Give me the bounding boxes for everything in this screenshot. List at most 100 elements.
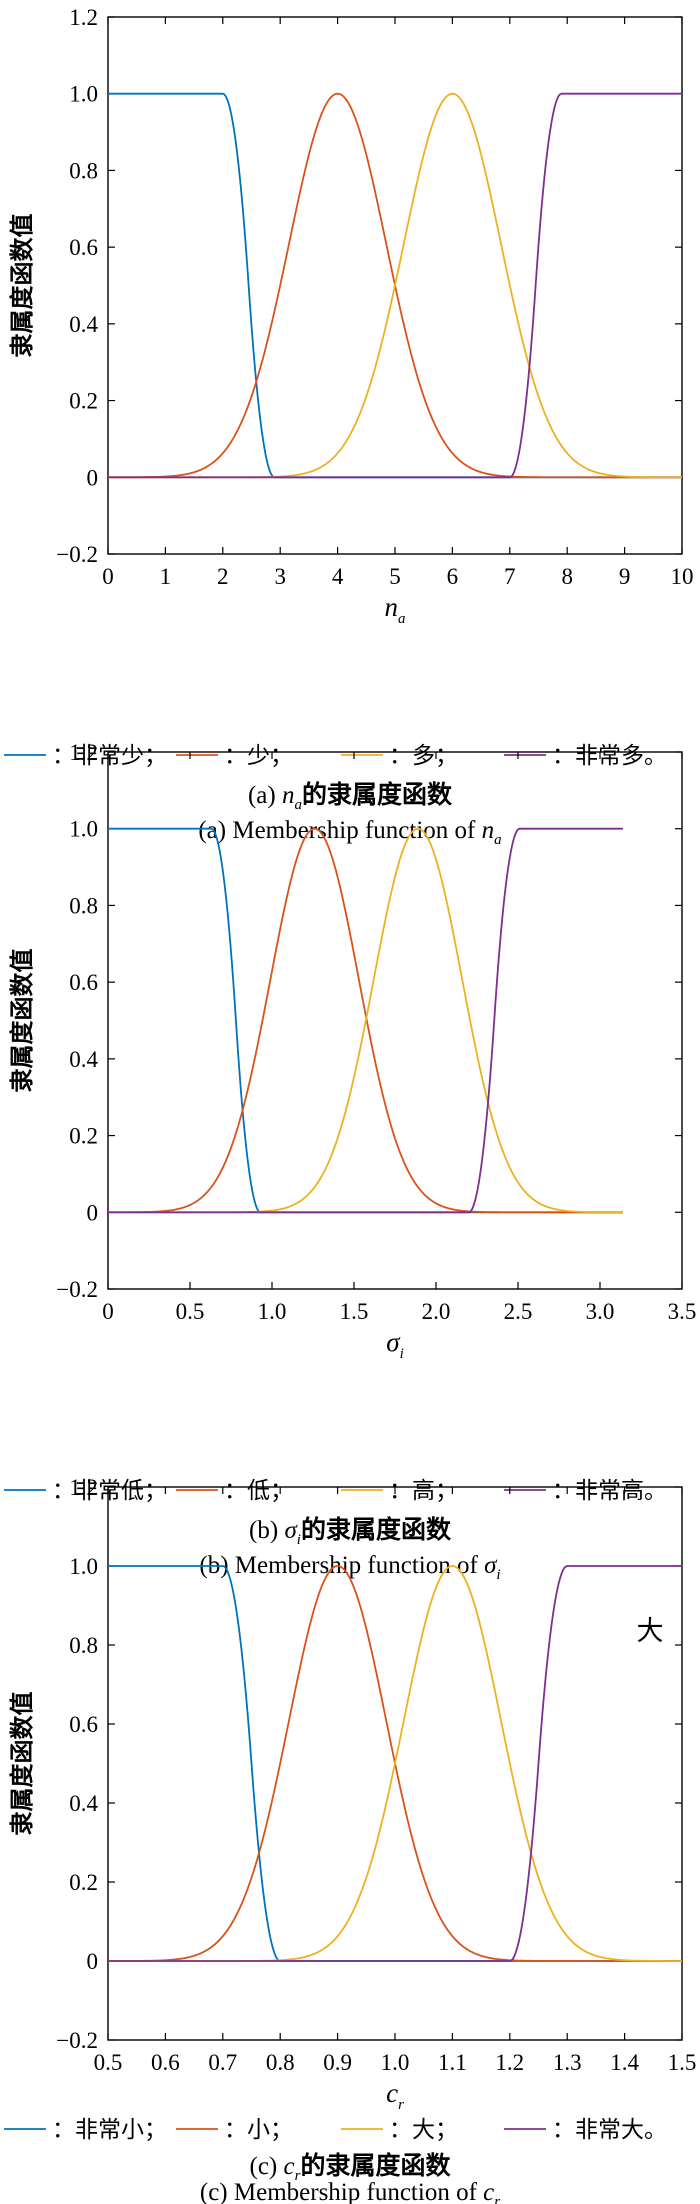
x-tick-label: 3.5: [668, 1299, 697, 1324]
y-tick-label: 0.4: [69, 1047, 98, 1072]
caption-zh-sub: i: [297, 1532, 301, 1548]
y-tick-label: 0: [87, 1949, 99, 1974]
y-tick-label: 1.2: [69, 1475, 98, 1500]
caption-zh-var: n: [282, 782, 295, 809]
x-tick-label: 1.1: [438, 2050, 467, 2075]
y-tick-label: 0.2: [69, 389, 98, 414]
x-tick-label: 1.0: [381, 2050, 410, 2075]
legend-label-4: ：非常多。: [552, 743, 667, 769]
legend: ：非常少； ：少； ：多； ：非常多。: [4, 743, 667, 769]
x-tick-label: 3: [274, 564, 286, 589]
caption-zh-sub: r: [295, 2168, 301, 2184]
legend-label-4: ：非常高。: [552, 1478, 667, 1504]
caption-en: (c) Membership function of cr: [200, 2179, 500, 2204]
y-axis-label: 隶属度函数值: [8, 949, 36, 1093]
caption-en-var: n: [482, 817, 495, 844]
series-line-4: [108, 1565, 682, 1962]
caption-zh-suffix: 的隶属度函数: [300, 2151, 451, 2180]
caption-en-sub: r: [494, 2194, 500, 2204]
y-tick-label: 0.6: [69, 970, 98, 995]
x-axis-label-var: n: [385, 592, 399, 622]
y-tick-label: 0: [87, 465, 99, 490]
legend-label-3: ：大；: [389, 2117, 458, 2143]
y-tick-label: 1.0: [69, 817, 98, 842]
caption-zh: (a) na的隶属度函数: [248, 780, 453, 813]
y-tick-label: 1.0: [69, 1554, 98, 1579]
y-tick-label: 0.6: [69, 235, 98, 260]
caption-en-prefix: (a) Membership function of: [198, 817, 481, 844]
caption-en-var: σ: [484, 1552, 498, 1579]
caption-en: (a) Membership function of na: [198, 817, 501, 848]
series-line-3: [108, 1565, 682, 1962]
x-axis-label: na: [385, 592, 406, 627]
y-tick-label: 0.4: [69, 312, 98, 337]
series-lines: [108, 92, 682, 479]
caption-en: (b) Membership function of σi: [199, 1552, 500, 1583]
x-tick-label: 3.0: [586, 1299, 615, 1324]
y-tick-label: 0.8: [69, 158, 98, 183]
y-tick-label: −0.2: [56, 1277, 98, 1302]
x-tick-label: 0: [102, 564, 114, 589]
y-axis-label: 隶属度函数值: [8, 214, 36, 358]
caption-en-sub: a: [494, 832, 502, 848]
y-tick-label: 1.2: [69, 740, 98, 765]
x-tick-label: 1.5: [340, 1299, 369, 1324]
caption-zh-sub: a: [294, 797, 302, 813]
x-tick-label: 8: [561, 564, 573, 589]
x-tick-label: 1.2: [495, 2050, 524, 2075]
caption-zh-var: σ: [284, 1517, 298, 1544]
y-tick-label: −0.2: [56, 542, 98, 567]
y-tick-label: 0.2: [69, 1124, 98, 1149]
chart-panel-b: 1.21.00.80.60.40.20−0.20 0.5 1.0 1.5 2.0 2.5 3…: [4, 740, 696, 1583]
y-tick-label: 0.2: [69, 1870, 98, 1895]
x-tick-label: 5: [389, 564, 401, 589]
x-tick-label: 2: [217, 564, 229, 589]
legend-label-4: ：非常大。: [552, 2117, 667, 2143]
y-axis-label: 隶属度函数值: [8, 1692, 36, 1836]
x-axis-label-var: σ: [386, 1327, 401, 1357]
caption-zh-var: c: [284, 2153, 295, 2180]
caption-zh-prefix: (b): [249, 1517, 284, 1544]
chart-panel-c: 1.2 1.0 0.8 0.6 0.4 0.2 0 −0.20.5 0.6 0.7 0.8 0.9 1.…: [4, 1475, 696, 2204]
chart-annotation: 大: [637, 1616, 664, 1647]
x-tick-label: 2.5: [504, 1299, 533, 1324]
x-axis-label-sub: i: [400, 1346, 404, 1362]
y-tick-label: 0.4: [69, 1791, 98, 1816]
x-axis-label: σi: [386, 1327, 404, 1362]
x-tick-label: 6: [447, 564, 459, 589]
y-tick-label: 0.8: [69, 1633, 98, 1658]
caption-zh-prefix: (c): [250, 2153, 284, 2180]
legend-label-1: ：非常小；: [52, 2117, 167, 2143]
legend: ：非常低； ：低； ：高； ：非常高。: [4, 1478, 667, 1504]
caption-zh-suffix: 的隶属度函数: [302, 780, 453, 809]
x-axis-label-sub: r: [398, 2097, 404, 2113]
x-tick-label: 2.0: [422, 1299, 451, 1324]
y-tick-label: 0: [87, 1200, 99, 1225]
y-tick-label: 0.6: [69, 1712, 98, 1737]
x-tick-label: 0.6: [151, 2050, 180, 2075]
x-tick-label: 9: [619, 564, 631, 589]
caption-en-prefix: (c) Membership function of: [200, 2179, 483, 2204]
legend-label-1: ：非常少；: [52, 743, 167, 769]
x-tick-label: 0.5: [94, 2050, 123, 2075]
x-tick-label: 1: [160, 564, 172, 589]
series-line-3: [108, 827, 623, 1214]
x-tick-label: 7: [504, 564, 516, 589]
y-tick-label: 0.8: [69, 893, 98, 918]
caption-zh-suffix: 的隶属度函数: [301, 1515, 452, 1544]
chart-panel-a: 1.21.00.80.60.40.20−0.20 1 2 3 4 5 6 7 8 9 10隶属度函数…: [4, 5, 694, 848]
x-tick-label: 0.8: [266, 2050, 295, 2075]
caption-en-sub: i: [496, 1567, 500, 1583]
x-tick-label: 0.7: [208, 2050, 237, 2075]
legend-label-3: ：高；: [389, 1478, 458, 1504]
y-tick-label: 1.0: [69, 82, 98, 107]
y-tick-label: −0.2: [56, 2028, 98, 2053]
x-axis-label-sub: a: [398, 611, 406, 627]
x-tick-label: 0.9: [323, 2050, 352, 2075]
x-axis-label-var: c: [386, 2078, 398, 2108]
x-axis-label: cr: [386, 2078, 404, 2113]
series-line-4: [108, 92, 682, 479]
series-line-4: [108, 827, 623, 1214]
x-tick-label: 0.5: [176, 1299, 205, 1324]
